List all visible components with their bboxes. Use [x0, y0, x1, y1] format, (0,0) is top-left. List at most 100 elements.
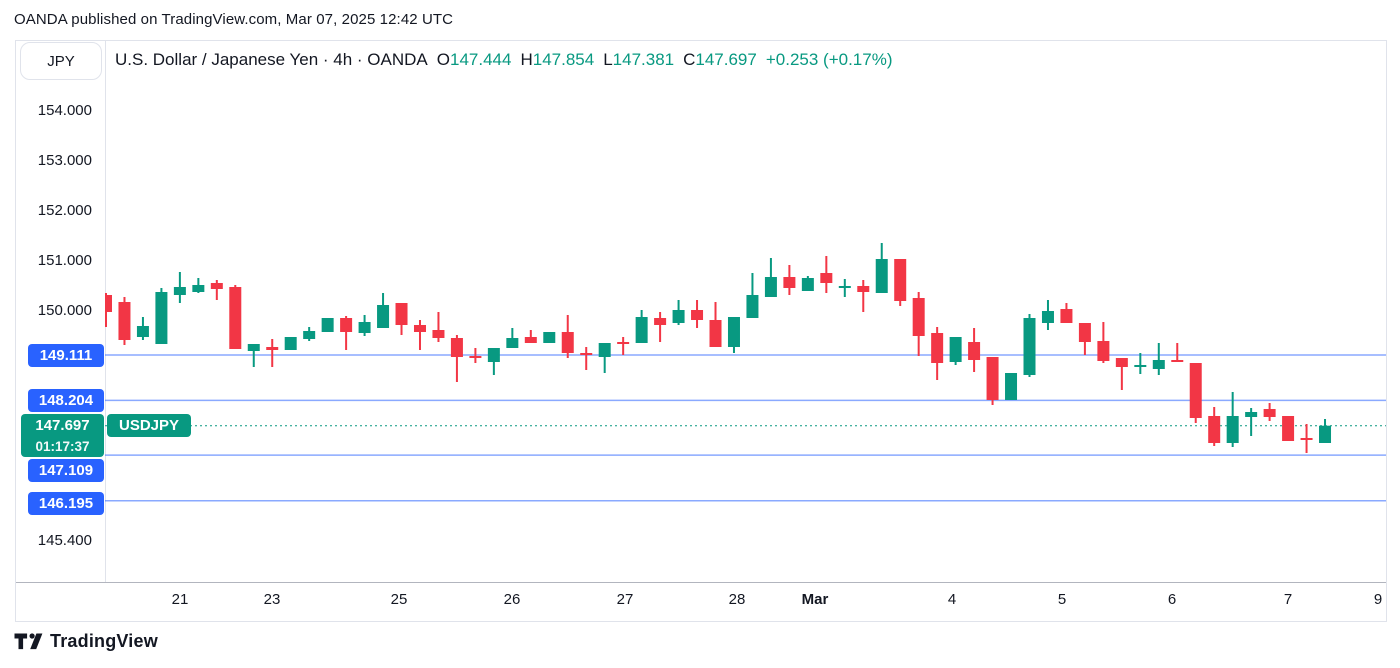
- ohlc-low-value: 147.381: [612, 50, 675, 69]
- price-line-badge: 149.111: [28, 344, 104, 367]
- candle: [617, 337, 630, 355]
- candle: [1282, 416, 1295, 441]
- candle: [931, 327, 944, 380]
- price-label: 153.000: [37, 152, 92, 169]
- time-axis-border: [16, 582, 1386, 583]
- bar-countdown-timer: 01:17:37: [35, 439, 90, 454]
- candle: [949, 337, 962, 365]
- ohlc-high-label: H: [520, 50, 533, 69]
- time-tick: 28: [728, 591, 746, 608]
- tradingview-logo-icon: [14, 633, 43, 650]
- ohlc-close-label: C: [683, 50, 696, 69]
- candle: [136, 317, 149, 340]
- candle: [469, 348, 482, 363]
- candle: [598, 343, 611, 373]
- candle: [1134, 353, 1147, 374]
- candle: [746, 273, 759, 318]
- candle: [1263, 403, 1276, 421]
- candle: [105, 293, 112, 327]
- candle: [210, 280, 223, 300]
- candle: [764, 258, 777, 297]
- ohlc-close-value: 147.697: [695, 50, 757, 69]
- candle: [450, 335, 463, 382]
- candle: [1300, 424, 1313, 453]
- candle: [1226, 392, 1239, 447]
- candle: [672, 300, 685, 325]
- candle: [413, 320, 426, 350]
- ohlc-open-value: 147.444: [450, 50, 512, 69]
- candle: [487, 348, 500, 375]
- time-tick: 5: [1057, 591, 1067, 608]
- candle: [1189, 363, 1202, 423]
- price-line-badge: 146.195: [28, 492, 104, 515]
- candle: [783, 265, 796, 295]
- candle: [1171, 343, 1184, 362]
- candle: [691, 300, 704, 328]
- ohlc-high-value: 147.854: [532, 50, 595, 69]
- symbol-tag: USDJPY: [107, 414, 192, 437]
- symbol-chip-label: JPY: [47, 52, 75, 70]
- candle: [358, 315, 371, 336]
- price-line-badge: 147.109: [28, 459, 104, 482]
- price-line-badge: 148.204: [28, 389, 104, 412]
- price-label: 154.000: [37, 102, 92, 119]
- candle: [303, 327, 316, 341]
- time-tick: 21: [171, 591, 189, 608]
- candle: [1208, 407, 1221, 446]
- candle: [820, 256, 833, 293]
- ohlc-low-label: L: [603, 50, 613, 69]
- candle: [1152, 343, 1165, 375]
- time-tick: 27: [616, 591, 634, 608]
- candle: [506, 328, 519, 348]
- ohlc-open-label: O: [436, 50, 450, 69]
- tradingview-logo[interactable]: TradingView: [14, 631, 158, 652]
- candle: [838, 279, 851, 297]
- published-bar: OANDA published on TradingView.com, Mar …: [14, 11, 454, 28]
- price-label: 152.000: [37, 202, 92, 219]
- chart-widget: [15, 40, 1387, 622]
- candle: [173, 272, 186, 303]
- candle: [561, 315, 574, 358]
- candle: [986, 357, 999, 405]
- current-price-value: 147.697: [35, 417, 90, 434]
- candle: [432, 312, 445, 342]
- candle: [894, 259, 907, 306]
- candle: [1115, 358, 1128, 390]
- candle: [968, 328, 981, 372]
- candle: [155, 288, 168, 344]
- time-tick: 9: [1373, 591, 1383, 608]
- candle: [727, 317, 740, 353]
- candle: [1005, 373, 1018, 400]
- candle: [543, 332, 556, 343]
- candle: [635, 310, 648, 343]
- candle: [1060, 303, 1073, 323]
- candle: [118, 297, 131, 345]
- candle: [1078, 323, 1091, 355]
- candle: [1319, 419, 1332, 443]
- candle: [229, 285, 242, 349]
- price-label: 150.000: [37, 302, 92, 319]
- price-label: 145.400: [37, 532, 92, 549]
- time-tick: 26: [503, 591, 521, 608]
- candle: [192, 278, 205, 293]
- candle: [395, 303, 408, 335]
- tradingview-logo-text: TradingView: [50, 631, 158, 651]
- time-tick: 7: [1283, 591, 1293, 608]
- candle: [709, 302, 722, 347]
- current-price-badge: 147.697 01:17:37: [21, 414, 104, 457]
- candle: [1023, 314, 1036, 377]
- time-tick: 6: [1167, 591, 1177, 608]
- candle: [1245, 408, 1258, 436]
- time-tick: 25: [390, 591, 408, 608]
- candle: [321, 318, 334, 332]
- time-tick: Mar: [801, 591, 829, 608]
- candle: [1041, 300, 1054, 330]
- candle: [580, 347, 593, 370]
- candle: [654, 312, 667, 342]
- candle: [266, 339, 279, 367]
- symbol-chip[interactable]: JPY: [20, 42, 102, 80]
- candle: [524, 330, 537, 343]
- candle: [857, 280, 870, 312]
- candle: [377, 293, 390, 328]
